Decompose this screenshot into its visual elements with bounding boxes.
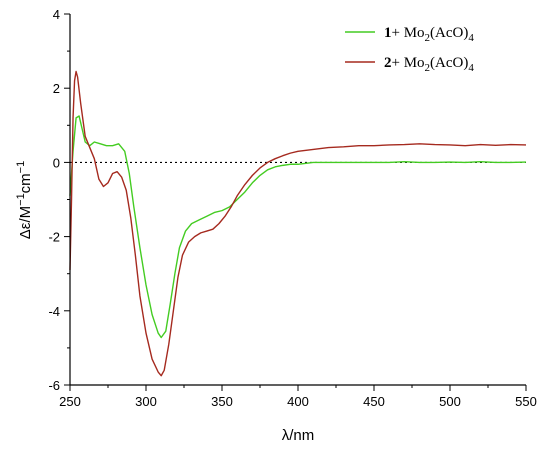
series-line-1 bbox=[69, 115, 527, 339]
y-tick-label: -2 bbox=[48, 230, 60, 245]
y-tick-label: 2 bbox=[53, 81, 60, 96]
y-axis-title-sup2: −1 bbox=[15, 161, 27, 174]
x-axis-title: λ/nm bbox=[282, 427, 315, 444]
x-tick-label: 250 bbox=[59, 394, 81, 409]
legend-label-2: 2+ Mo2(AcO)4 bbox=[384, 55, 474, 74]
y-tick-label: 4 bbox=[53, 7, 60, 22]
x-tick-label: 400 bbox=[287, 394, 309, 409]
y-tick-label: 0 bbox=[53, 155, 60, 170]
y-axis-title-mid: cm bbox=[17, 173, 34, 193]
legend: 1+ Mo2(AcO)4 2+ Mo2(AcO)4 bbox=[345, 25, 474, 74]
series-group bbox=[69, 70, 527, 377]
series-line-2 bbox=[69, 70, 527, 377]
y-axis-title-sup1: −1 bbox=[15, 193, 27, 206]
y-axis-title: Δε/M−1cm−1 bbox=[15, 161, 34, 239]
y-tick-label: -4 bbox=[48, 304, 60, 319]
x-tick-label: 500 bbox=[439, 394, 461, 409]
x-tick-label: 350 bbox=[211, 394, 233, 409]
x-tick-label: 550 bbox=[515, 394, 537, 409]
x-tick-label: 450 bbox=[363, 394, 385, 409]
axes-group: 250 300 350 400 450 500 550 4 2 0 -2 -4 -6 bbox=[48, 7, 536, 409]
y-axis-title-main: Δε/M bbox=[17, 206, 34, 239]
legend-label-1: 1+ Mo2(AcO)4 bbox=[384, 25, 474, 44]
x-tick-label: 300 bbox=[135, 394, 157, 409]
y-tick-label: -6 bbox=[48, 378, 60, 393]
